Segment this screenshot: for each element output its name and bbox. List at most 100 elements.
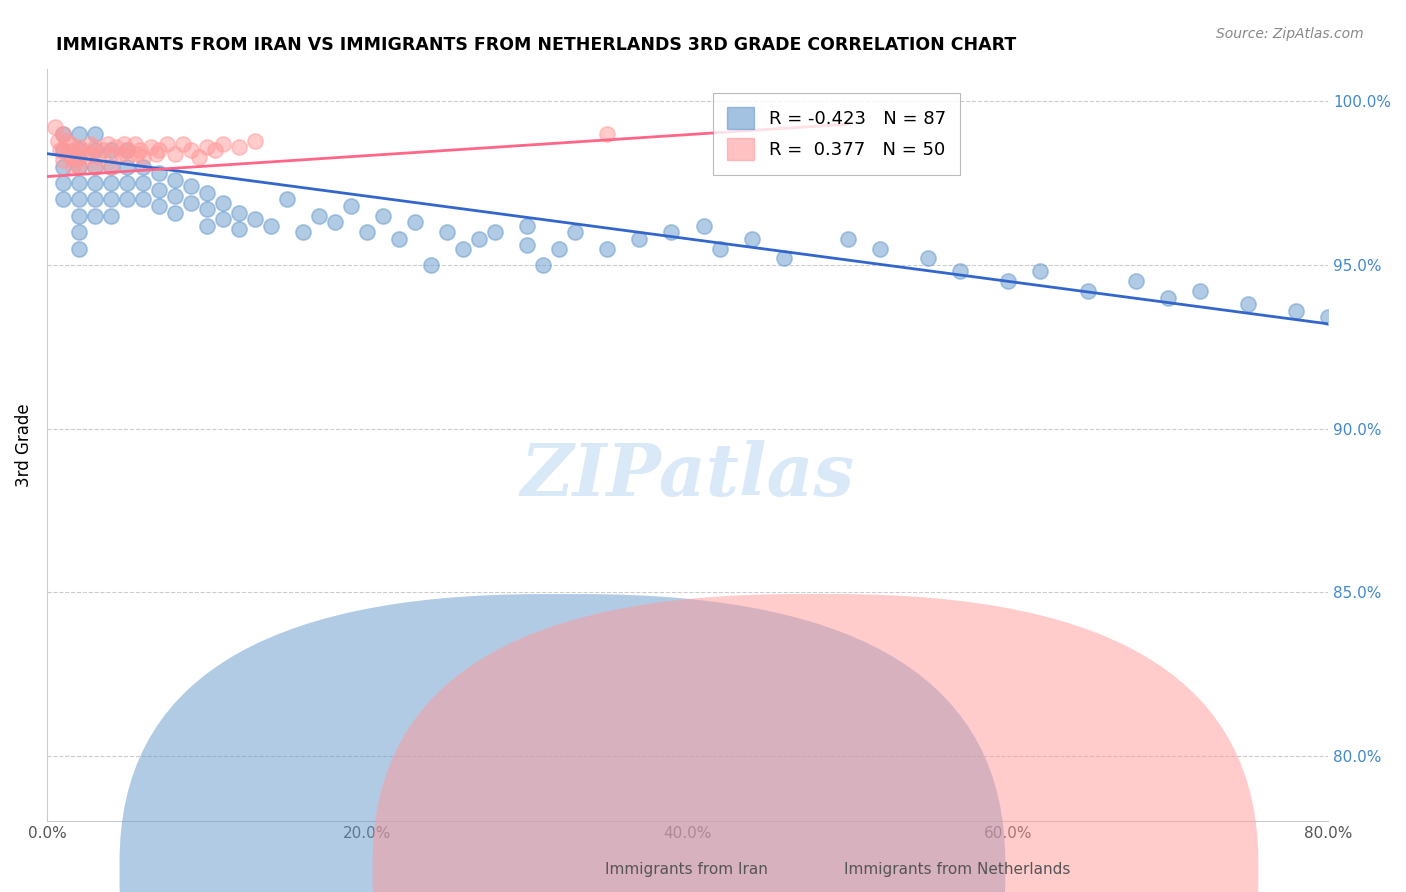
- Point: [100, 176, 122, 190]
- Point: [741, 232, 763, 246]
- Point: [180, 179, 202, 194]
- Legend: R = -0.423   N = 87, R =  0.377   N = 50: R = -0.423 N = 87, R = 0.377 N = 50: [713, 93, 960, 175]
- Point: [163, 173, 186, 187]
- Point: [1285, 303, 1308, 318]
- Point: [115, 176, 138, 190]
- Point: [195, 202, 218, 217]
- Point: [63, 144, 86, 158]
- Point: [52, 127, 75, 141]
- Point: [195, 140, 218, 154]
- Point: [59, 136, 82, 151]
- Point: [100, 160, 122, 174]
- Point: [100, 193, 122, 207]
- Point: [436, 225, 458, 239]
- Point: [84, 193, 107, 207]
- Point: [628, 232, 651, 246]
- Point: [100, 209, 122, 223]
- Point: [772, 252, 794, 266]
- Point: [80, 146, 103, 161]
- Point: [79, 136, 101, 151]
- Point: [531, 258, 554, 272]
- Point: [76, 150, 98, 164]
- Point: [56, 146, 79, 161]
- Point: [204, 144, 226, 158]
- Point: [67, 140, 90, 154]
- Point: [125, 146, 148, 161]
- Point: [62, 160, 84, 174]
- Point: [67, 225, 90, 239]
- Point: [115, 144, 138, 158]
- Point: [132, 193, 155, 207]
- Y-axis label: 3rd Grade: 3rd Grade: [15, 403, 32, 487]
- Point: [59, 150, 82, 164]
- Point: [44, 120, 66, 135]
- Point: [243, 212, 266, 227]
- Point: [67, 144, 90, 158]
- Point: [564, 225, 586, 239]
- Point: [87, 150, 110, 164]
- Point: [100, 144, 122, 158]
- Point: [180, 195, 202, 210]
- Point: [67, 242, 90, 256]
- Text: ZIPatlas: ZIPatlas: [520, 440, 855, 510]
- Point: [1029, 264, 1052, 278]
- Point: [949, 264, 972, 278]
- Point: [132, 160, 155, 174]
- Point: [195, 186, 218, 200]
- Point: [188, 150, 211, 164]
- Point: [128, 144, 150, 158]
- Point: [172, 136, 194, 151]
- Point: [156, 136, 179, 151]
- Point: [692, 219, 714, 233]
- Point: [110, 146, 132, 161]
- Point: [91, 144, 114, 158]
- Point: [52, 153, 75, 168]
- Point: [373, 209, 395, 223]
- Point: [67, 160, 90, 174]
- Point: [52, 144, 75, 158]
- Point: [212, 195, 235, 210]
- Point: [145, 146, 167, 161]
- Point: [65, 153, 87, 168]
- Point: [46, 134, 69, 148]
- Point: [148, 183, 170, 197]
- Point: [67, 127, 90, 141]
- Point: [1188, 284, 1211, 298]
- Point: [453, 242, 475, 256]
- Point: [97, 136, 120, 151]
- Text: Immigrants from Netherlands: Immigrants from Netherlands: [844, 863, 1070, 877]
- Text: Immigrants from Iran: Immigrants from Iran: [605, 863, 768, 877]
- Point: [340, 199, 363, 213]
- Point: [132, 176, 155, 190]
- Point: [115, 160, 138, 174]
- Point: [709, 242, 731, 256]
- Point: [404, 215, 426, 229]
- Point: [195, 219, 218, 233]
- Point: [837, 232, 859, 246]
- Point: [180, 144, 202, 158]
- Point: [67, 209, 90, 223]
- Point: [104, 140, 127, 154]
- Point: [115, 144, 138, 158]
- Point: [67, 160, 90, 174]
- Point: [356, 225, 378, 239]
- Point: [48, 144, 70, 158]
- Point: [148, 199, 170, 213]
- Point: [84, 160, 107, 174]
- Point: [124, 136, 146, 151]
- Point: [468, 232, 491, 246]
- Point: [243, 134, 266, 148]
- Point: [84, 160, 107, 174]
- Point: [1077, 284, 1099, 298]
- Point: [420, 258, 443, 272]
- Point: [1125, 274, 1147, 288]
- Point: [55, 134, 77, 148]
- Point: [661, 225, 683, 239]
- Point: [596, 242, 619, 256]
- Point: [70, 144, 93, 158]
- Point: [548, 242, 571, 256]
- Point: [112, 136, 135, 151]
- Point: [1157, 291, 1180, 305]
- Point: [148, 166, 170, 180]
- Point: [52, 193, 75, 207]
